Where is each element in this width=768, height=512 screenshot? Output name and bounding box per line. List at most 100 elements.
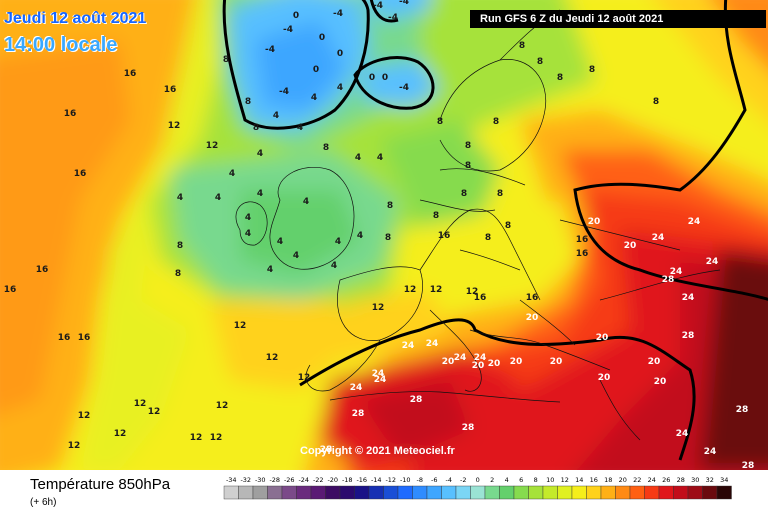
isotherm-value-label: 28: [410, 395, 423, 405]
scale-tick-label: 18: [604, 476, 612, 484]
scale-tick-label: -8: [417, 476, 423, 484]
coastlines: [235, 9, 721, 441]
scale-color-swatch: [455, 485, 471, 500]
isotherm-value-label: 24: [652, 233, 665, 243]
isotherm-value-label: 12: [430, 285, 443, 295]
isotherm-value-label: 16: [576, 235, 589, 245]
isotherm-value-label: -4: [279, 87, 289, 97]
isotherm-value-label: 4: [335, 237, 341, 247]
scale-color-swatch: [484, 485, 500, 500]
isotherm-value-label: 8: [537, 57, 543, 67]
scale-color-swatch: [441, 485, 457, 500]
isotherm-value-label: 0: [313, 65, 319, 75]
isotherm-value-label: 24: [704, 447, 717, 457]
isotherm-value-label: 20: [598, 373, 611, 383]
scale-color-swatch: [528, 485, 544, 500]
scale-tick-label: 22: [633, 476, 641, 484]
isotherm-value-label: 8: [253, 123, 259, 133]
isotherm-value-label: 20: [510, 357, 523, 367]
scale-tick-label: -14: [371, 476, 382, 484]
isotherm-value-label: 4: [303, 197, 309, 207]
scale-tick-label: 6: [519, 476, 523, 484]
isotherm-value-label: 24: [688, 217, 701, 227]
isotherm-value-label: 24: [426, 339, 439, 349]
isotherm-value-label: 12: [210, 433, 223, 443]
isotherm-value-label: 16: [36, 265, 49, 275]
scale-color-swatch: [499, 485, 515, 500]
isotherm-value-label: 20: [472, 361, 485, 371]
isotherm-value-label: 16: [58, 333, 71, 343]
copyright-notice: Copyright © 2021 Meteociel.fr: [300, 445, 455, 457]
isotherm-value-label: 16: [576, 249, 589, 259]
scale-tick-label: -32: [240, 476, 251, 484]
scale-tick-label: -16: [356, 476, 367, 484]
scale-tick-label: 32: [706, 476, 714, 484]
isotherm-value-label: 8: [519, 41, 525, 51]
scale-tick-label: -6: [431, 476, 437, 484]
isotherm-value-label: 4: [267, 265, 273, 275]
isotherm-value-label: 16: [438, 231, 451, 241]
isotherm-value-label: 20: [550, 357, 563, 367]
scale-color-swatch: [238, 485, 254, 500]
isotherm-value-label: 4: [355, 153, 361, 163]
isotherm-value-label: 8: [497, 189, 503, 199]
scale-color-swatch: [354, 485, 370, 500]
isotherm-value-label: 4: [215, 193, 221, 203]
scale-tick-label: 0: [476, 476, 480, 484]
isotherm-value-label: 8: [177, 241, 183, 251]
isotherm-value-label: 8: [175, 269, 181, 279]
isotherm-value-label: 4: [245, 213, 251, 223]
isotherm-value-label: 8: [589, 65, 595, 75]
scale-color-swatch: [397, 485, 413, 500]
isotherm-value-label: 20: [526, 313, 539, 323]
scale-color-swatch: [687, 485, 703, 500]
isotherm-value-label: -4: [373, 1, 383, 11]
scale-color-swatch: [542, 485, 558, 500]
isotherm-value-label: 8: [465, 141, 471, 151]
isotherm-value-label: 12: [114, 429, 127, 439]
isotherm-value-label: 12: [134, 399, 147, 409]
scale-color-swatch: [702, 485, 718, 500]
isotherm-value-label: 8: [557, 73, 563, 83]
isotherm-value-label: 12: [372, 303, 385, 313]
scale-color-swatch: [252, 485, 268, 500]
isotherm-value-label: 4: [245, 229, 251, 239]
isotherm-value-label: 24: [706, 257, 719, 267]
isotherm-value-label: 12: [68, 441, 81, 451]
isotherm-value-label: -4: [388, 13, 398, 23]
isotherm-value-label: 28: [682, 331, 695, 341]
scale-tick-label: -4: [446, 476, 452, 484]
isotherm-value-label: 24: [454, 353, 467, 363]
isotherm-value-label: 28: [462, 423, 475, 433]
scale-color-swatch: [339, 485, 355, 500]
isotherm-value-label: 4: [277, 237, 283, 247]
isotherm-value-label: 12: [206, 141, 219, 151]
isotherm-value-label: 12: [404, 285, 417, 295]
isotherm-value-label: 28: [0, 0, 6, 3]
isotherm-value-label: 4: [297, 123, 303, 133]
isotherm-value-label: 4: [293, 251, 299, 261]
scale-color-swatch: [571, 485, 587, 500]
scale-tick-label: -10: [400, 476, 411, 484]
isotherm-value-label: 8: [223, 55, 229, 65]
isotherm-value-label: 24: [682, 293, 695, 303]
isotherm-value-label: 16: [124, 69, 137, 79]
isotherm-value-label: 8: [485, 233, 491, 243]
isotherm-value-label: 24: [676, 429, 689, 439]
color-scale: -34 -32 -30 -28 -26 -24 -22 -20 -18 -16 -14 -12 -10-…: [223, 476, 732, 500]
scale-tick-label: -12: [385, 476, 396, 484]
scale-tick-label: 12: [561, 476, 569, 484]
scale-tick-label: 26: [662, 476, 670, 484]
isotherm-value-label: -4: [283, 25, 293, 35]
scale-color-swatch: [281, 485, 297, 500]
scale-color-swatch: [716, 485, 732, 500]
isotherm-value-label: 8: [437, 117, 443, 127]
scale-tick-label: 2: [490, 476, 494, 484]
isotherm-value-label: 8: [465, 161, 471, 171]
isotherm-value-label: 12: [190, 433, 203, 443]
isotherm-value-label: 4: [311, 93, 317, 103]
isotherm-value-label: 4: [377, 153, 383, 163]
isotherm-value-label: -4: [333, 9, 343, 19]
